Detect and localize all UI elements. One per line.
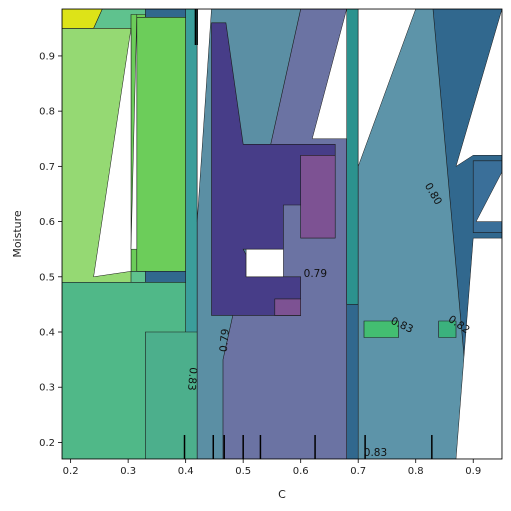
y-tick-label: 0.2 bbox=[39, 438, 55, 449]
contour-label: 0.79 bbox=[218, 328, 232, 352]
contour-region-14 bbox=[346, 9, 359, 305]
y-tick-label: 0.5 bbox=[39, 272, 55, 283]
x-tick-label: 0.7 bbox=[350, 466, 366, 477]
x-axis: 0.2 0.3 0.4 0.5 0.6 0.7 0.8 0.9 bbox=[63, 459, 481, 477]
contour-region-11 bbox=[211, 22, 336, 316]
y-axis: 0.2 0.3 0.4 0.5 0.6 0.7 0.8 0.9 bbox=[39, 51, 62, 449]
y-tick-label: 0.7 bbox=[39, 162, 55, 173]
contour-region-13 bbox=[300, 155, 336, 239]
contour-region-17 bbox=[363, 320, 399, 338]
x-tick-label: 0.8 bbox=[408, 466, 424, 477]
y-tick-label: 0.3 bbox=[39, 383, 55, 394]
gap-3 bbox=[245, 248, 284, 278]
contour-region-10 bbox=[222, 9, 348, 459]
contour-region-6 bbox=[62, 9, 103, 29]
x-tick-label: 0.9 bbox=[465, 466, 481, 477]
x-tick-label: 0.2 bbox=[63, 466, 79, 477]
x-axis-label: C bbox=[278, 488, 286, 501]
y-tick-label: 0.6 bbox=[39, 217, 55, 228]
y-axis-label: Moisture bbox=[11, 210, 24, 258]
gap-6 bbox=[455, 9, 502, 167]
y-tick-label: 0.4 bbox=[39, 328, 55, 339]
gap-5 bbox=[357, 9, 416, 167]
gap-0 bbox=[93, 28, 132, 278]
y-tick-label: 0.9 bbox=[39, 51, 55, 62]
contour-regions bbox=[62, 9, 502, 459]
gap-8 bbox=[475, 171, 502, 222]
contour-region-4 bbox=[136, 16, 186, 272]
gap-2 bbox=[196, 9, 212, 222]
gap-7 bbox=[455, 237, 502, 459]
white-gaps bbox=[93, 9, 502, 459]
gap-4 bbox=[311, 9, 347, 140]
y-tick-label: 0.8 bbox=[39, 107, 55, 118]
x-tick-label: 0.5 bbox=[235, 466, 251, 477]
rug-marks bbox=[183, 9, 433, 459]
contour-label: 0.79 bbox=[304, 268, 327, 280]
x-tick-label: 0.6 bbox=[293, 466, 309, 477]
gap-1 bbox=[130, 14, 138, 250]
x-tick-label: 0.4 bbox=[178, 466, 194, 477]
contour-label: 0.83 bbox=[185, 367, 199, 391]
contour-region-18 bbox=[438, 320, 457, 338]
contour-region-12 bbox=[274, 298, 302, 316]
plot-frame bbox=[61, 8, 503, 460]
contour-label: 0.83 bbox=[364, 447, 387, 459]
contour-region-8 bbox=[145, 331, 198, 459]
x-tick-label: 0.3 bbox=[120, 466, 136, 477]
